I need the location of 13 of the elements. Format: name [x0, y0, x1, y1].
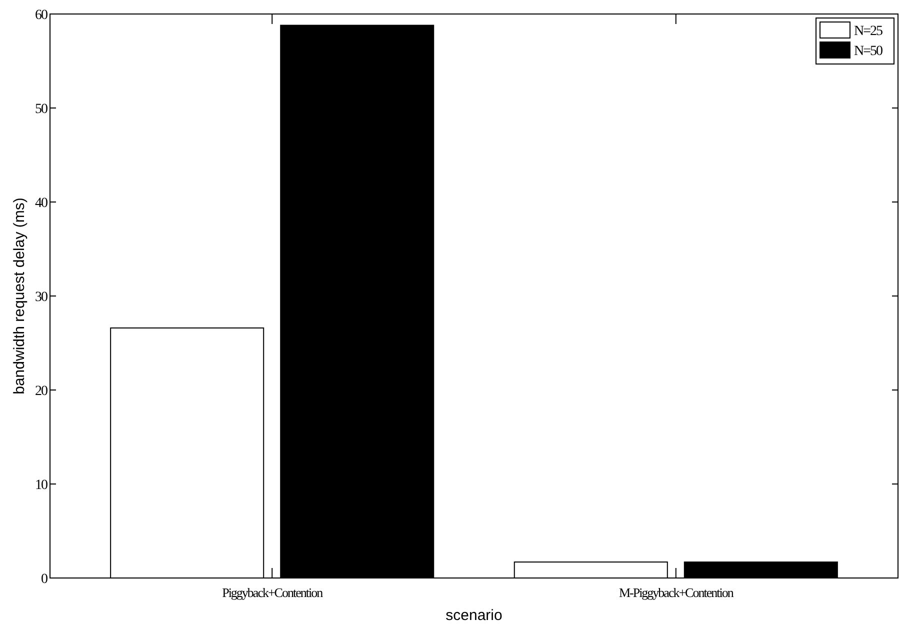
- y-tick-label: 40: [35, 196, 48, 211]
- y-axis-title: bandwidth request delay (ms): [11, 198, 28, 394]
- y-tick-label: 10: [35, 478, 48, 493]
- y-tick-label: 0: [41, 572, 48, 587]
- x-axis-title: scenario: [446, 607, 502, 624]
- legend-label: N=25: [854, 24, 884, 39]
- x-tick-label: Piggyback+Contention: [222, 585, 324, 600]
- y-tick-label: 20: [35, 384, 48, 399]
- y-tick-label: 50: [35, 102, 48, 117]
- y-tick-label: 30: [35, 290, 48, 305]
- y-tick-label: 60: [35, 8, 48, 23]
- x-tick-label: M-Piggyback+Contention: [618, 585, 734, 600]
- legend-label: N=50: [854, 44, 884, 59]
